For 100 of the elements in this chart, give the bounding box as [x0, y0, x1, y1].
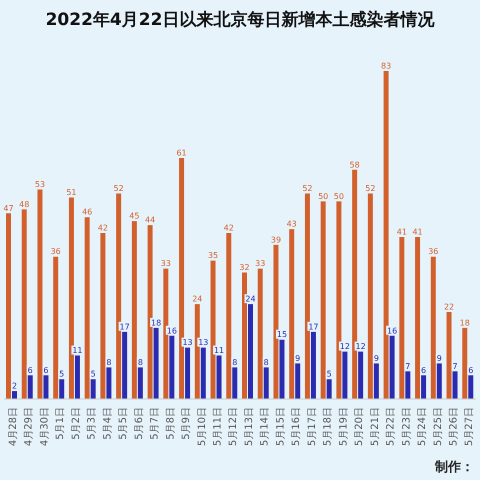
data-label: 8 [232, 358, 238, 367]
bar [468, 375, 474, 399]
data-label: 6 [421, 366, 426, 375]
data-label: 9 [436, 354, 442, 363]
bar [279, 340, 284, 399]
bar [452, 371, 458, 399]
data-label: 42 [224, 224, 234, 233]
data-label: 33 [160, 259, 171, 268]
data-label: 17 [308, 322, 319, 332]
x-tick-label: 5月5日 [118, 407, 130, 440]
data-label: 11 [214, 346, 224, 356]
data-label: 8 [106, 358, 112, 367]
bar [84, 217, 90, 399]
bar [320, 201, 326, 399]
bar [289, 229, 294, 399]
bar [6, 213, 11, 399]
data-label: 17 [120, 322, 130, 332]
bar [210, 260, 216, 399]
bar [216, 356, 222, 399]
x-tick-label: 5月18日 [322, 407, 334, 446]
data-label: 5 [59, 370, 64, 379]
bar [368, 194, 373, 399]
bar [273, 244, 278, 399]
x-tick-label: 5月22日 [386, 407, 397, 446]
bar [138, 367, 143, 399]
bar [295, 363, 300, 399]
x-tick-label: 5月8日 [165, 407, 176, 440]
data-label: 6 [468, 366, 474, 375]
bar [462, 328, 468, 399]
data-label: 35 [208, 251, 218, 260]
x-tick-label: 5月19日 [338, 407, 350, 446]
bar [415, 236, 420, 399]
bar [12, 391, 17, 399]
x-tick-label: 5月17日 [306, 407, 318, 446]
x-tick-label: 4月30日 [39, 407, 50, 446]
data-label: 5 [326, 370, 332, 379]
x-tick-label: 5月16日 [291, 407, 302, 446]
bar [163, 268, 168, 399]
data-label: 50 [334, 192, 344, 201]
bar [384, 71, 389, 399]
bar [148, 225, 153, 399]
bar [352, 170, 358, 399]
bar [200, 348, 206, 399]
x-tick-label: 5月4日 [102, 407, 114, 440]
bar [258, 268, 263, 399]
data-label: 5 [90, 370, 96, 379]
bar [264, 367, 269, 399]
bar [390, 336, 395, 399]
x-tick-label: 5月21日 [370, 407, 381, 446]
data-label: 2 [12, 382, 18, 391]
data-label: 13 [182, 338, 193, 348]
x-tick-label: 5月26日 [448, 407, 460, 446]
data-label: 8 [264, 358, 269, 367]
x-tick-label: 4月28日 [8, 407, 19, 446]
data-label: 18 [151, 318, 162, 328]
bar [116, 194, 122, 399]
data-label: 18 [460, 318, 470, 328]
bar [405, 371, 410, 399]
data-label: 8 [138, 358, 143, 367]
data-label: 12 [356, 342, 366, 352]
data-label: 41 [396, 227, 407, 236]
bar [68, 197, 74, 399]
data-label: 24 [245, 294, 256, 304]
bar [43, 375, 48, 399]
bar [232, 367, 238, 399]
data-label: 6 [43, 366, 49, 375]
bar [194, 304, 200, 399]
data-label: 22 [444, 302, 454, 312]
data-label: 41 [412, 227, 423, 236]
chart-title: 2022年4月22日以来北京每日新增本土感染者情况 [44, 9, 436, 31]
x-tick-label: 5月12日 [228, 407, 240, 446]
bar [53, 256, 58, 399]
data-label: 83 [381, 62, 392, 70]
bar [90, 379, 96, 399]
bar [242, 272, 247, 399]
x-tick-label: 5月15日 [275, 407, 286, 446]
data-label: 16 [387, 326, 398, 336]
data-label: 9 [374, 354, 379, 363]
data-label: 15 [276, 330, 288, 340]
bar [399, 236, 404, 399]
data-label: 58 [350, 160, 360, 170]
x-tick-label: 5月13日 [244, 407, 255, 446]
data-label: 45 [129, 212, 140, 221]
data-label: 16 [166, 326, 177, 336]
bar [154, 328, 159, 399]
bar [304, 194, 310, 399]
data-label: 43 [286, 220, 297, 229]
bar [358, 352, 364, 399]
x-tick-label: 5月10日 [196, 407, 208, 446]
data-label: 7 [405, 362, 410, 371]
bar [22, 209, 27, 399]
x-tick-label: 5月2日 [70, 407, 82, 440]
bar [248, 304, 253, 399]
data-label: 33 [255, 259, 266, 268]
data-label: 46 [82, 208, 92, 217]
x-tick-label: 5月14日 [260, 407, 271, 446]
bar [326, 379, 332, 399]
data-label: 52 [114, 184, 124, 194]
x-tick-label: 5月23日 [401, 407, 412, 446]
bar [310, 332, 316, 399]
